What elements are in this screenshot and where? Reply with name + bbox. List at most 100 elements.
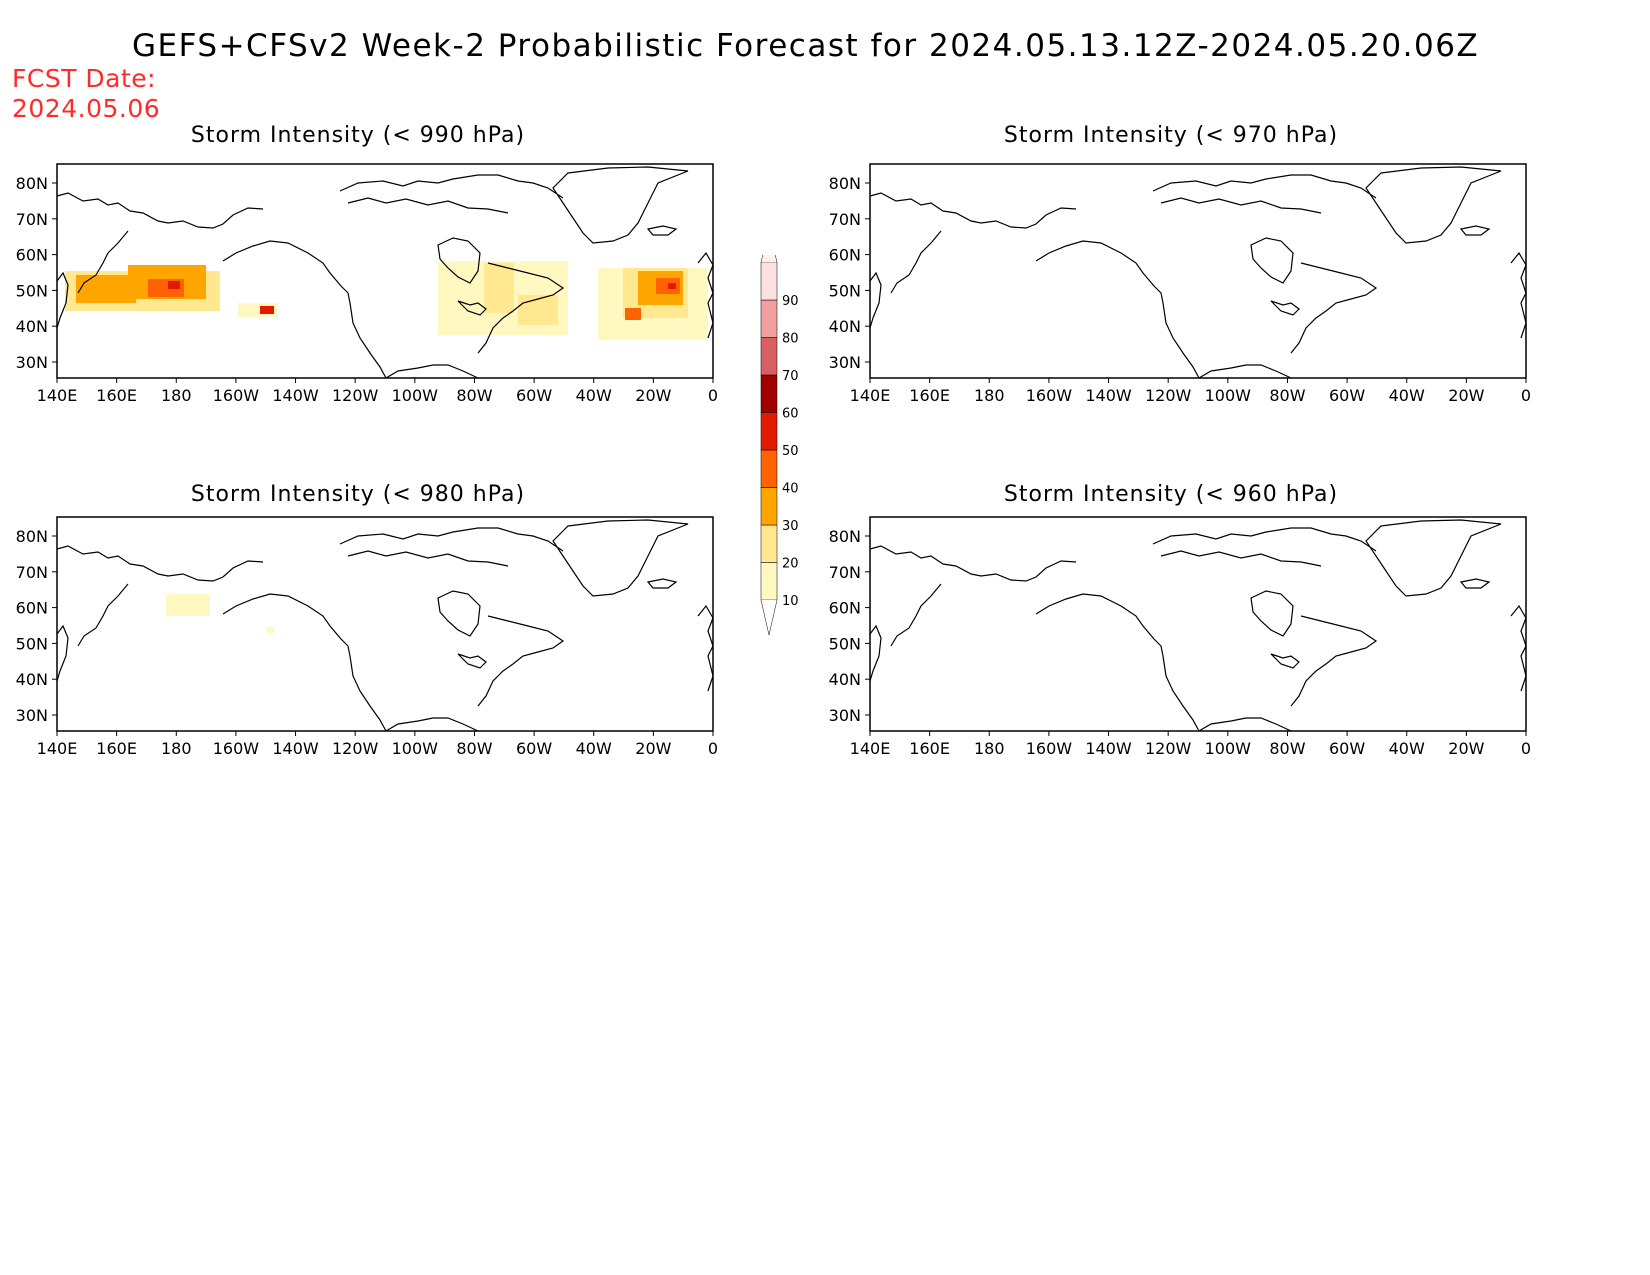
probability-fills bbox=[166, 594, 274, 633]
coastline bbox=[477, 615, 565, 707]
coastline bbox=[1365, 519, 1502, 597]
coastline bbox=[869, 271, 882, 329]
lat-label: 50N bbox=[829, 634, 861, 653]
colorbar-top-arrow bbox=[760, 255, 778, 263]
main-title: GEFS+CFSv2 Week-2 Probabilistic Forecast… bbox=[132, 28, 1480, 64]
lat-label: 50N bbox=[16, 281, 48, 300]
map-970: 80N 70N 60N 50N 40N 30N 140E 160E 180 160W 140W 120… bbox=[829, 163, 1531, 405]
coastline bbox=[477, 262, 565, 354]
lon-label: 120W bbox=[332, 739, 379, 758]
map-980: 80N 70N 60N 50N 40N 30N 140E 160E 180 160W 140W 120… bbox=[16, 516, 718, 758]
colorbar-label: 60 bbox=[782, 407, 799, 422]
coastline bbox=[1160, 197, 1322, 214]
lon-label: 160W bbox=[213, 386, 260, 405]
colorbar-label: 50 bbox=[782, 444, 799, 459]
lon-label: 120W bbox=[332, 386, 379, 405]
lon-label: 0 bbox=[1521, 386, 1531, 405]
coastline bbox=[890, 583, 942, 647]
colorbar-box bbox=[760, 299, 778, 338]
lon-label: 140E bbox=[850, 386, 891, 405]
coastline bbox=[339, 527, 564, 552]
lon-label: 160E bbox=[96, 386, 137, 405]
panel-title: Storm Intensity (< 990 hPa) bbox=[190, 123, 526, 148]
coastline bbox=[697, 251, 714, 339]
colorbar-label: 70 bbox=[782, 369, 799, 384]
lat-label: 40N bbox=[829, 317, 861, 336]
lat-label: 60N bbox=[16, 246, 48, 265]
colorbar: 10 20 30 40 50 60 70 80 90 bbox=[760, 255, 799, 636]
coastline bbox=[1250, 237, 1294, 284]
lat-label: 40N bbox=[16, 317, 48, 336]
lon-label: 160W bbox=[1026, 739, 1073, 758]
lat-label: 50N bbox=[829, 281, 861, 300]
coastline bbox=[1510, 604, 1527, 692]
lon-label: 0 bbox=[708, 739, 718, 758]
prob-fill bbox=[76, 275, 136, 303]
colorbar-box bbox=[760, 337, 778, 376]
lon-label: 20W bbox=[1448, 739, 1484, 758]
lon-label: 140E bbox=[37, 739, 78, 758]
coastline bbox=[56, 545, 264, 582]
lon-label: 140W bbox=[1085, 386, 1132, 405]
prob-fill bbox=[484, 263, 514, 313]
lon-label: 100W bbox=[392, 386, 439, 405]
prob-fill bbox=[166, 594, 210, 616]
lat-label: 40N bbox=[829, 670, 861, 689]
lon-label: 140W bbox=[272, 739, 319, 758]
coastline bbox=[1365, 166, 1502, 244]
coastline bbox=[869, 624, 882, 682]
lon-label: 20W bbox=[635, 386, 671, 405]
colorbar-label: 20 bbox=[782, 557, 799, 572]
coastline bbox=[646, 578, 678, 589]
prob-fill bbox=[518, 295, 558, 325]
colorbar-box bbox=[760, 487, 778, 526]
coastline bbox=[385, 364, 479, 379]
lat-label: 80N bbox=[16, 527, 48, 546]
coastline bbox=[56, 271, 69, 329]
coastline bbox=[1250, 590, 1294, 637]
coastline bbox=[1459, 578, 1491, 589]
coastline bbox=[1035, 593, 1200, 732]
coastline bbox=[1198, 717, 1292, 732]
lon-label: 80W bbox=[456, 386, 492, 405]
map-frame bbox=[56, 163, 714, 379]
panel-title: Storm Intensity (< 980 hPa) bbox=[190, 482, 526, 507]
coastline bbox=[437, 590, 481, 637]
colorbar-bottom-arrow bbox=[760, 599, 778, 636]
colorbar-label: 90 bbox=[782, 294, 799, 309]
lat-label: 80N bbox=[829, 174, 861, 193]
coastline bbox=[697, 604, 714, 692]
lat-label: 30N bbox=[829, 706, 861, 725]
colorbar-box bbox=[760, 412, 778, 451]
lat-label: 80N bbox=[16, 174, 48, 193]
map-frame-group bbox=[56, 166, 714, 379]
lat-label: 50N bbox=[16, 634, 48, 653]
lat-label: 30N bbox=[16, 353, 48, 372]
lon-label: 40W bbox=[576, 739, 612, 758]
coastline bbox=[1152, 174, 1377, 199]
coastline bbox=[1152, 527, 1377, 552]
lon-label: 160E bbox=[909, 739, 950, 758]
lon-label: 40W bbox=[576, 386, 612, 405]
lon-label: 140W bbox=[272, 386, 319, 405]
lon-label: 180 bbox=[161, 386, 192, 405]
coastline bbox=[339, 174, 564, 199]
colorbar-box bbox=[760, 449, 778, 488]
coastline bbox=[77, 583, 129, 647]
lon-label: 0 bbox=[1521, 739, 1531, 758]
coastline bbox=[552, 166, 689, 244]
coastline bbox=[1290, 262, 1378, 354]
lat-label: 70N bbox=[16, 210, 48, 229]
lat-label: 30N bbox=[16, 706, 48, 725]
lon-label: 60W bbox=[516, 739, 552, 758]
colorbar-box bbox=[760, 262, 778, 301]
map-frame-group bbox=[56, 519, 714, 732]
lat-label: 60N bbox=[829, 246, 861, 265]
coastline bbox=[437, 237, 481, 284]
coastline bbox=[347, 550, 509, 567]
lon-label: 160W bbox=[1026, 386, 1073, 405]
lat-label: 70N bbox=[829, 210, 861, 229]
lon-label: 80W bbox=[1269, 739, 1305, 758]
lon-label: 160E bbox=[96, 739, 137, 758]
lon-label: 160W bbox=[213, 739, 260, 758]
